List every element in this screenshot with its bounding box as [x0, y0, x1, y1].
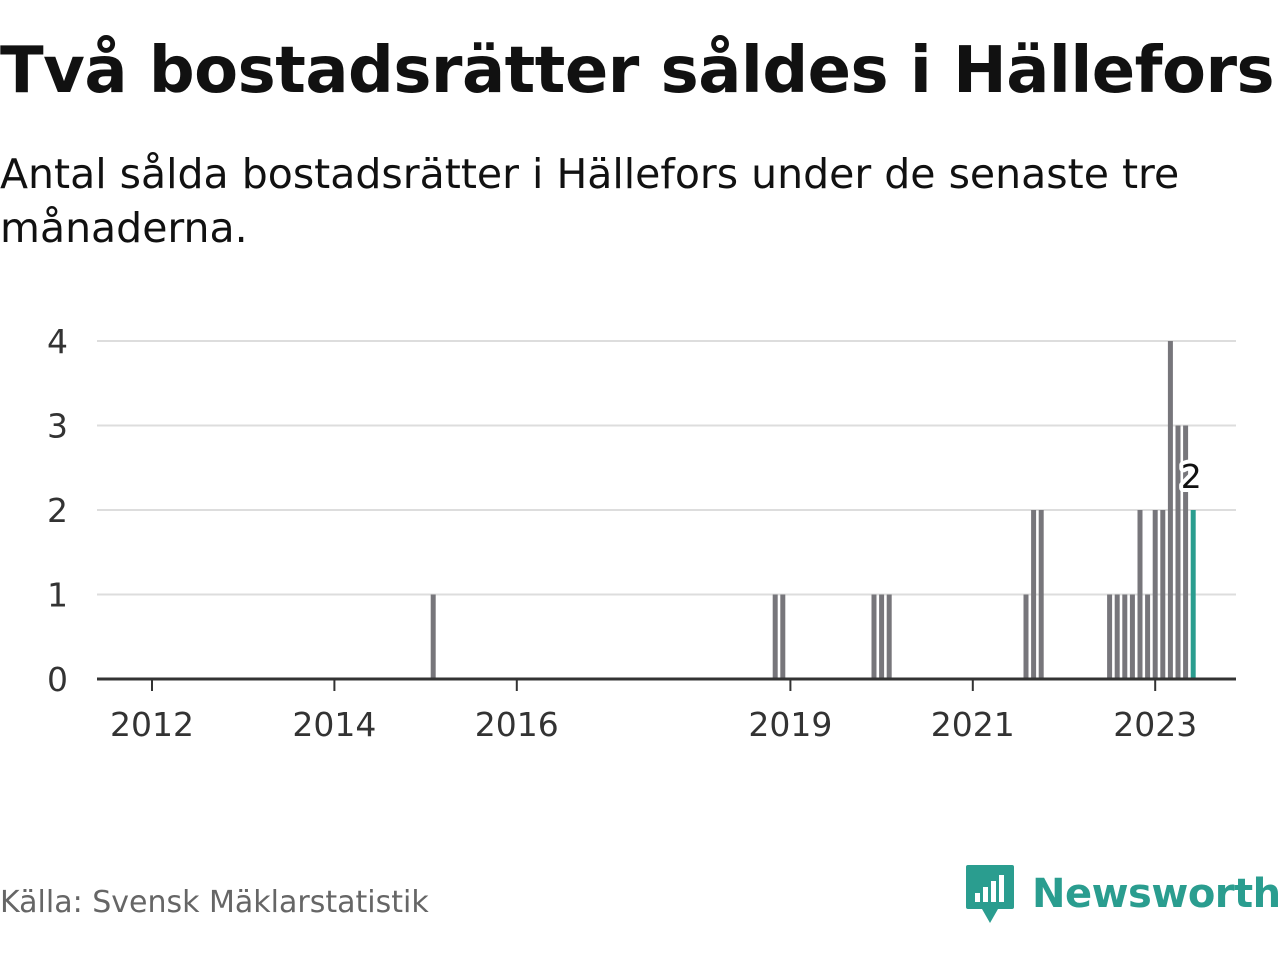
source-note: Källa: Svensk Mäklarstatistik: [0, 885, 429, 920]
bar-chart: 0 1 2 3 4 2012 2014 2016 2019 2021 2023 2: [47, 322, 1236, 744]
x-tick-label: 2019: [748, 705, 832, 744]
bar: [1152, 510, 1158, 679]
bar: [780, 594, 786, 679]
newsworthy-logo-icon: [966, 865, 1014, 923]
bar: [1023, 594, 1029, 679]
bar: [1145, 594, 1151, 679]
bar: [871, 594, 877, 679]
bar: [1114, 594, 1120, 679]
x-tick-label: 2014: [292, 705, 376, 744]
bar: [1175, 425, 1181, 679]
y-tick-label: 0: [47, 660, 68, 699]
axes: 0 1 2 3 4 2012 2014 2016 2019 2021 2023: [47, 322, 1236, 744]
bar: [1137, 510, 1143, 679]
highlight-bar: [1190, 510, 1196, 679]
y-tick-label: 3: [47, 407, 68, 446]
x-tick-label: 2023: [1113, 705, 1197, 744]
highlight-value-label: 2: [1181, 457, 1202, 496]
bar: [886, 594, 892, 679]
gridlines: [97, 340, 1236, 596]
bar: [1129, 594, 1135, 679]
bars: [430, 341, 1196, 679]
x-tick-label: 2012: [110, 705, 194, 744]
bar: [1107, 594, 1113, 679]
y-tick-label: 4: [47, 322, 68, 361]
bar: [1160, 510, 1166, 679]
bar: [1122, 594, 1128, 679]
data-labels: 2: [1177, 453, 1206, 500]
x-tick-label: 2021: [931, 705, 1015, 744]
chart-title: Två bostadsrätter såldes i Hällefors: [0, 34, 1275, 108]
bar: [1167, 341, 1173, 679]
bar: [1031, 510, 1037, 679]
brand-logo: Newsworthy: [964, 863, 1280, 925]
y-tick-label: 2: [47, 491, 68, 530]
bar: [1038, 510, 1044, 679]
x-tick-label: 2016: [475, 705, 559, 744]
y-tick-label: 1: [47, 576, 68, 615]
bar: [1183, 425, 1189, 679]
bar: [772, 594, 778, 679]
bar: [879, 594, 885, 679]
brand-name: Newsworthy: [1032, 871, 1280, 917]
chart-subtitle: Antal sålda bostadsrätter i Hällefors un…: [0, 150, 1180, 252]
bar: [430, 594, 436, 679]
